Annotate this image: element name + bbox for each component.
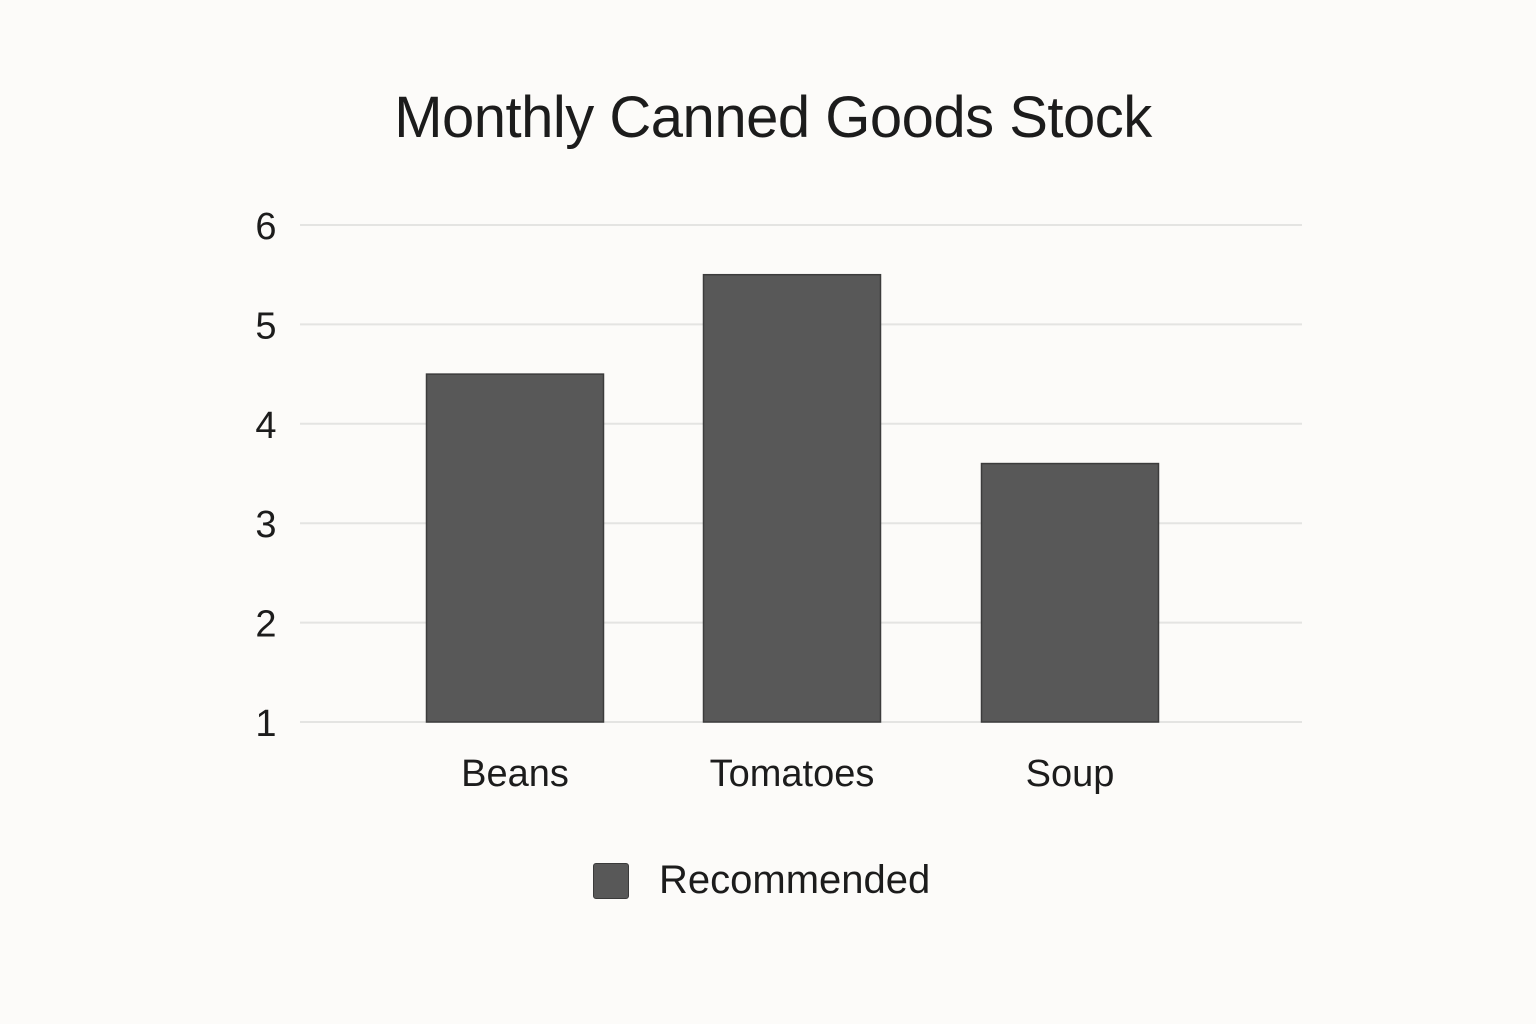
x-axis-ticks: Beans Tomatoes Soup — [461, 753, 1114, 795]
y-tick-label: 1 — [255, 703, 276, 745]
y-tick-label: 6 — [255, 206, 276, 248]
x-tick-label-beans: Beans — [461, 753, 569, 795]
legend-swatch-recommended — [593, 862, 629, 899]
bar-soup — [980, 462, 1160, 723]
y-tick-label: 4 — [255, 405, 276, 447]
bar-tomatoes — [702, 273, 882, 723]
x-tick-label-tomatoes: Tomatoes — [710, 753, 875, 795]
bars — [425, 273, 1160, 723]
legend-label-recommended: Recommended — [659, 858, 931, 902]
y-tick-label: 2 — [255, 604, 276, 646]
x-tick-label-soup: Soup — [1026, 753, 1115, 795]
bar-beans — [425, 373, 605, 723]
chart-title: Monthly Canned Goods Stock — [394, 85, 1152, 150]
y-tick-label: 5 — [255, 305, 276, 347]
y-axis-ticks: 1 2 3 4 5 6 — [255, 206, 276, 745]
y-tick-label: 3 — [255, 504, 276, 546]
legend: Recommended — [593, 858, 930, 903]
